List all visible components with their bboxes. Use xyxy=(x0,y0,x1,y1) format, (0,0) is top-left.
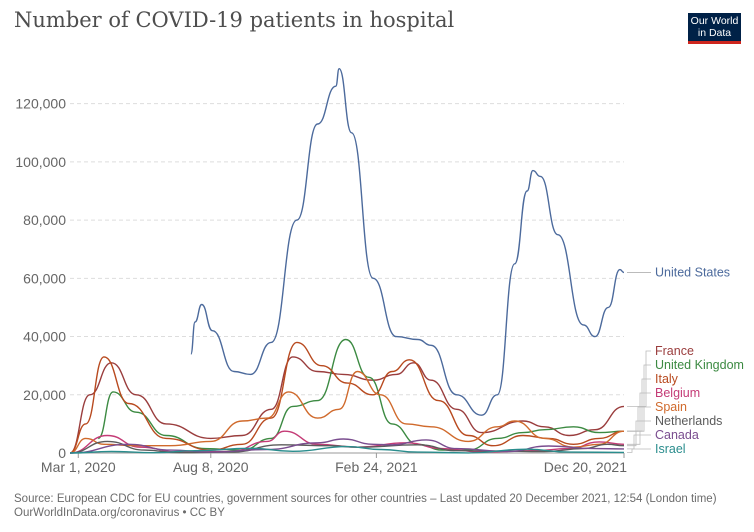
series-label: United States xyxy=(655,266,730,280)
series-lines xyxy=(69,67,625,454)
series-line-spain[interactable] xyxy=(69,370,625,454)
y-tick-labels: 0 20,000 40,000 60,000 80,000 100,000 120,000 xyxy=(15,96,66,461)
chart-title: Number of COVID-19 patients in hospital xyxy=(14,8,455,32)
series-label: United Kingdom xyxy=(655,358,744,372)
source-url[interactable]: OurWorldInData.org/coronavirus • CC BY xyxy=(14,507,225,519)
x-tick-labels: Mar 1, 2020 Aug 8, 2020 Feb 24, 2021 Dec 20… xyxy=(41,453,627,475)
x-tick-label: Aug 8, 2020 xyxy=(173,459,249,475)
x-tick-label: Mar 1, 2020 xyxy=(41,459,116,475)
series-label: Spain xyxy=(655,400,687,414)
y-tick-label: 20,000 xyxy=(23,387,66,403)
label-connector xyxy=(627,420,651,447)
series-line-united-states[interactable] xyxy=(190,67,625,416)
line-chart: 020,00040,00060,00080,000100,000120,000 … xyxy=(15,67,744,475)
label-connector xyxy=(627,434,651,450)
series-label: Italy xyxy=(655,372,679,386)
series-label: Netherlands xyxy=(655,414,722,428)
y-tick-label: 40,000 xyxy=(23,329,66,345)
footer: Source: European CDC for EU countries, g… xyxy=(14,492,717,520)
y-tick-label: 120,000 xyxy=(15,96,66,112)
series-label: Canada xyxy=(655,428,699,442)
y-tick-label: 60,000 xyxy=(23,270,66,286)
series-label: Belgium xyxy=(655,386,700,400)
series-line-france[interactable] xyxy=(69,356,625,454)
label-connector xyxy=(627,448,651,453)
owid-logo[interactable]: Our World in Data xyxy=(688,13,741,44)
series-label: Israel xyxy=(655,442,686,456)
series-line-united-kingdom[interactable] xyxy=(97,338,625,451)
label-connector xyxy=(627,378,651,432)
series-line-israel[interactable] xyxy=(69,445,625,454)
series-label: France xyxy=(655,344,694,358)
x-tick-label: Feb 24, 2021 xyxy=(335,459,418,475)
logo-line-1: Our World xyxy=(690,15,739,27)
label-connector xyxy=(627,406,651,432)
y-tick-label: 100,000 xyxy=(15,154,66,170)
series-line-italy[interactable] xyxy=(69,341,625,454)
label-connector xyxy=(627,392,651,445)
logo-line-2: in Data xyxy=(697,27,732,39)
x-tick-label: Dec 20, 2021 xyxy=(544,459,627,475)
source-note: Source: European CDC for EU countries, g… xyxy=(14,493,717,505)
grid-lines xyxy=(70,103,624,454)
y-tick-label: 0 xyxy=(58,445,66,461)
y-tick-label: 80,000 xyxy=(23,212,66,228)
series-line-canada[interactable] xyxy=(69,438,625,454)
